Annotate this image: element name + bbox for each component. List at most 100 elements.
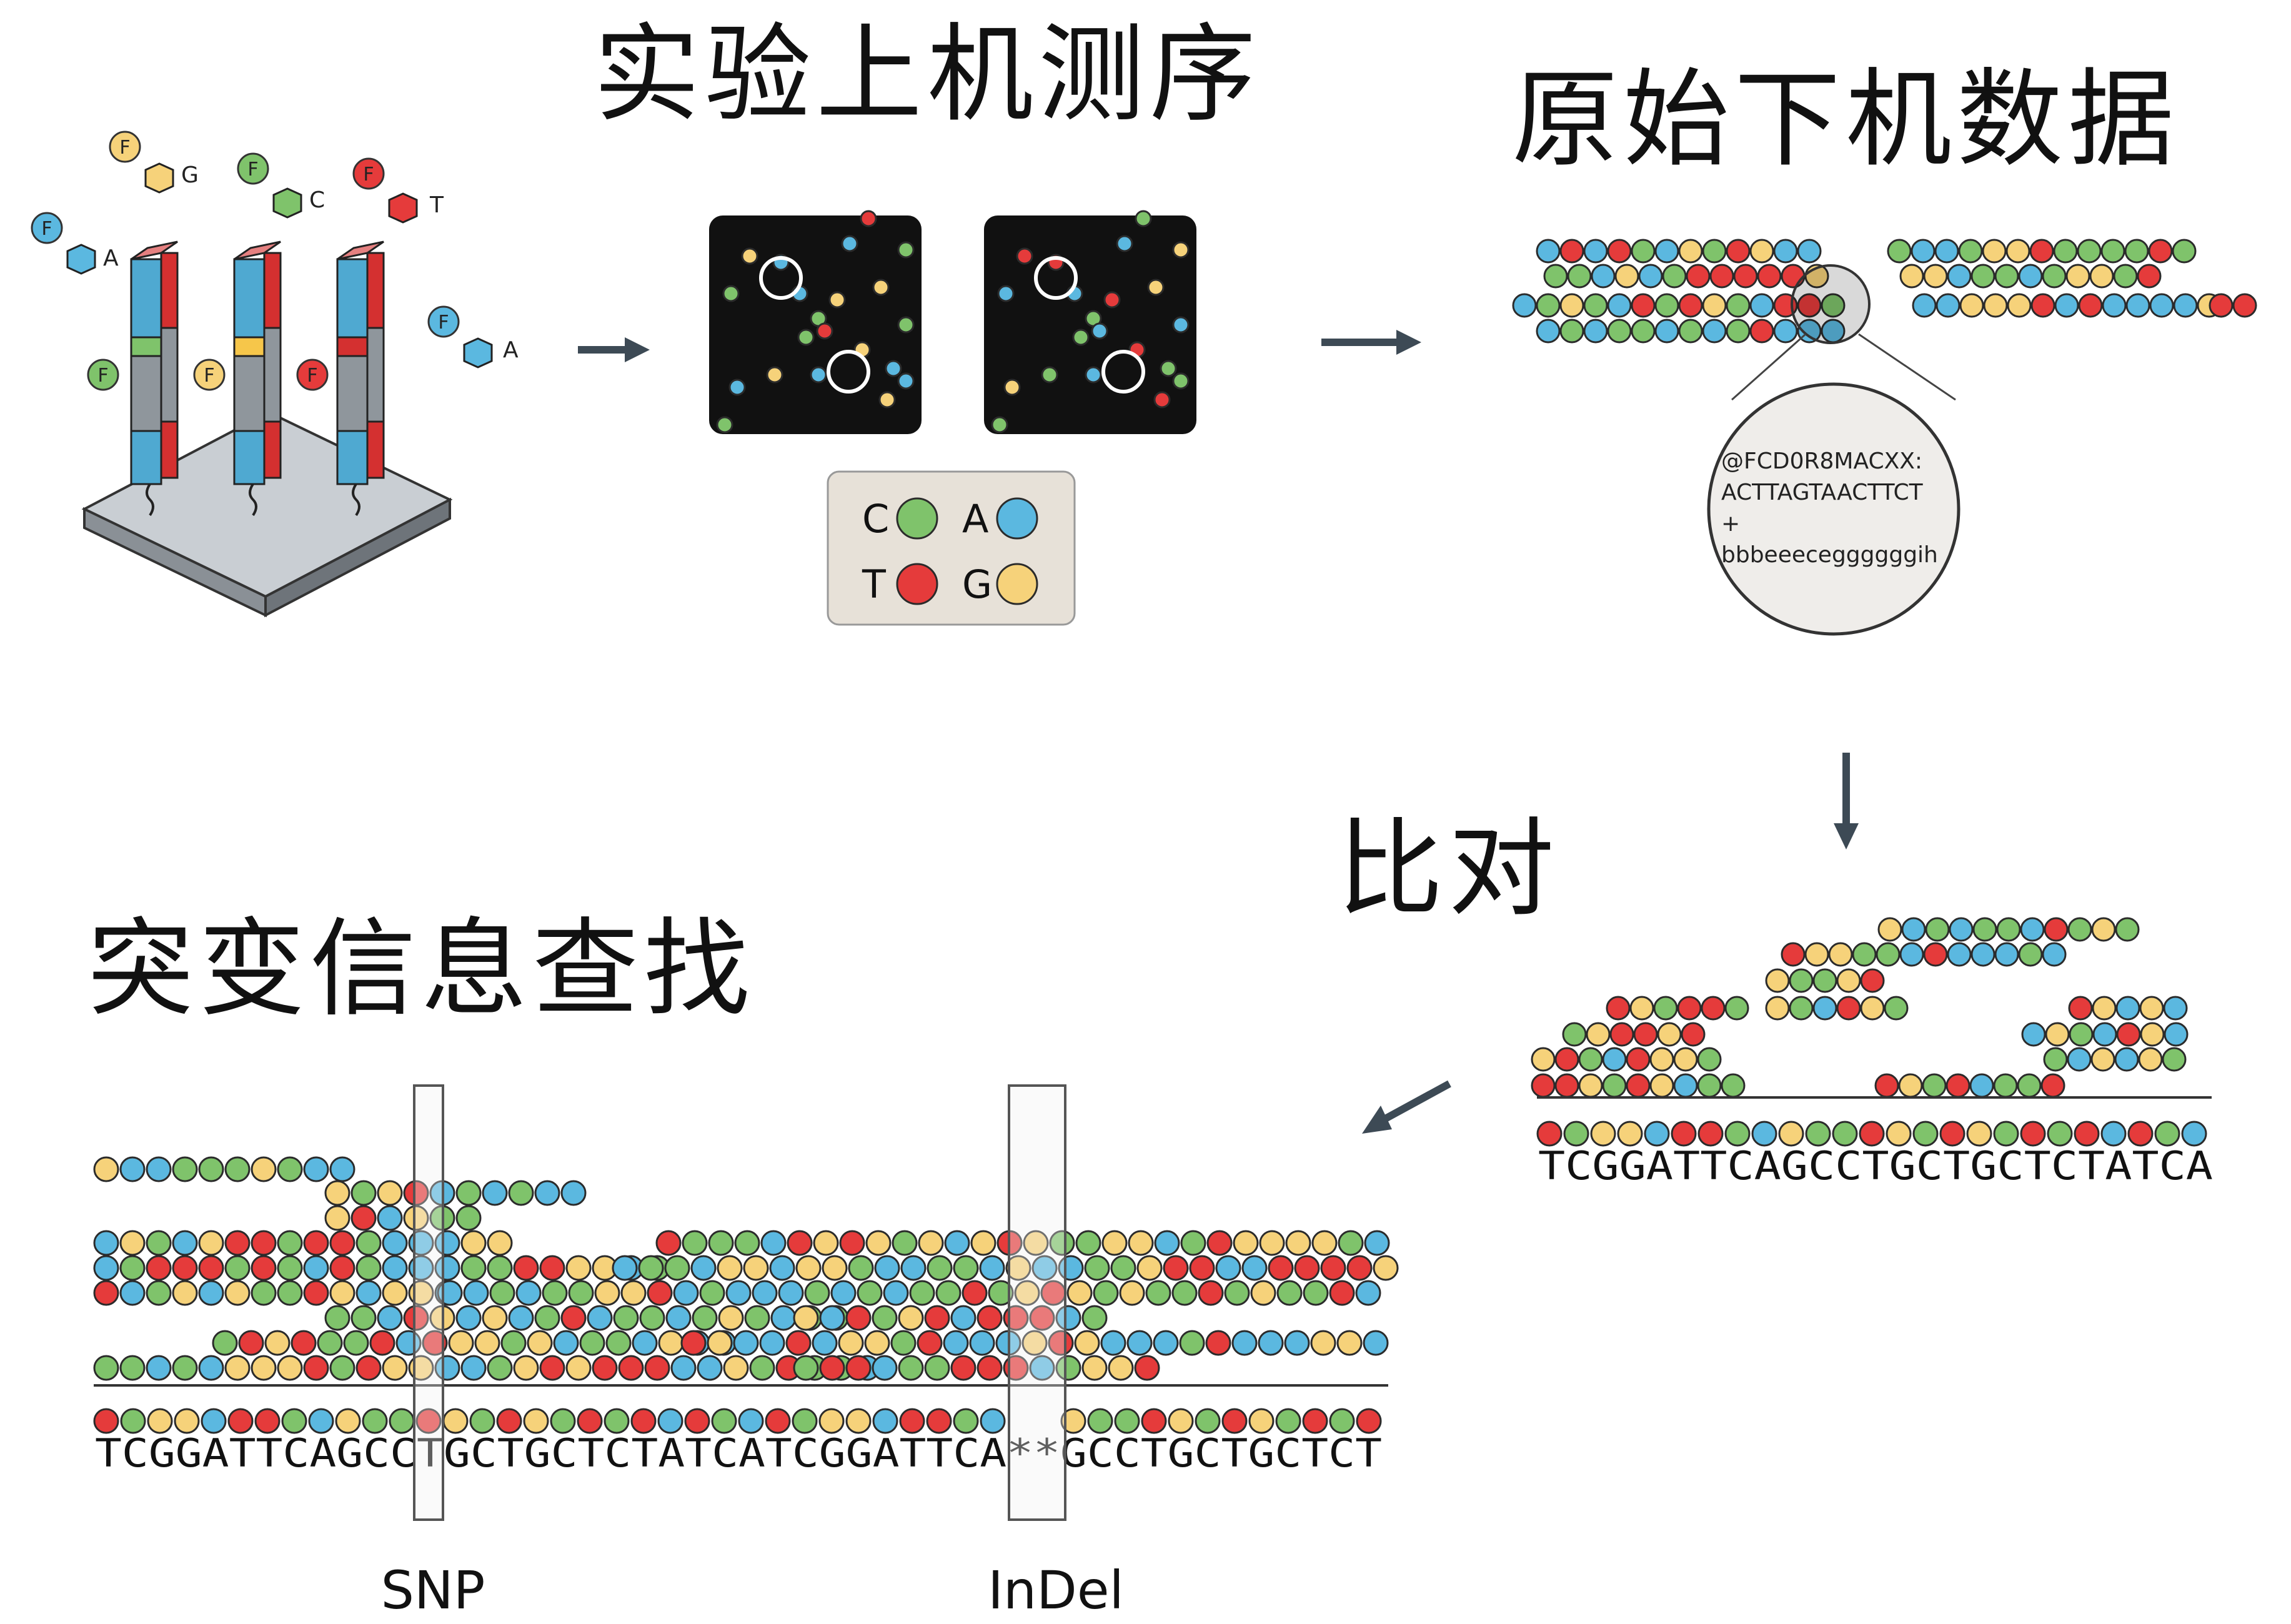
- nucleotide-T: [1626, 1073, 1651, 1098]
- nucleotide-G: [1614, 264, 1639, 289]
- nucleotide-G: [1899, 264, 1924, 289]
- base-color-legend: C A T G: [827, 470, 1076, 626]
- nucleotide-G: [565, 1255, 592, 1281]
- nucleotide-T: [1141, 1408, 1167, 1434]
- nucleotide-T: [1554, 1073, 1579, 1098]
- nucleotide-G: [1005, 1255, 1031, 1281]
- nucleotide-A: [657, 1408, 683, 1434]
- nucleotide-C: [1563, 1121, 1589, 1147]
- nucleotide-G: [1617, 1121, 1643, 1147]
- nucleotide-G: [1966, 1121, 1992, 1147]
- nucleotide-T: [1198, 1280, 1224, 1306]
- nucleotide-A: [1031, 1255, 1058, 1281]
- nucleotide-A: [119, 1156, 146, 1182]
- nucleotide-T: [403, 1305, 429, 1331]
- legend-swatch-G: [996, 563, 1038, 605]
- nucleotide-letter: G: [181, 162, 199, 188]
- nucleotide-A: [1284, 1330, 1310, 1356]
- nucleotide-C: [1912, 1121, 1939, 1147]
- nucleotide-C: [550, 1408, 576, 1434]
- nucleotide-A: [1116, 235, 1133, 252]
- legend-swatch-C: [896, 497, 938, 540]
- nucleotide-T: [172, 1255, 198, 1281]
- nucleotide-C: [251, 1280, 277, 1306]
- nucleotide-A: [969, 1330, 995, 1356]
- nucleotide-C: [1275, 1408, 1301, 1434]
- nucleotide-G: [1147, 279, 1165, 296]
- nucleotide-C: [2043, 1047, 2068, 1072]
- nucleotide-T: [251, 1255, 277, 1281]
- nucleotide-T: [2078, 293, 2103, 318]
- fastq-magnifier: [1707, 382, 1961, 636]
- nucleotide-T: [1797, 293, 1822, 318]
- nucleotide-C: [1925, 917, 1950, 942]
- nucleotide-A: [1912, 293, 1937, 318]
- nucleotide-C: [1171, 1280, 1198, 1306]
- indel-label: InDel: [988, 1560, 1124, 1621]
- nucleotide-G: [1060, 1408, 1086, 1434]
- title-alignment: 比对: [1337, 808, 1559, 931]
- fastq-line-3: +: [1721, 511, 1740, 537]
- nucleotide-C: [277, 1255, 303, 1281]
- nucleotide-T: [146, 1255, 172, 1281]
- nucleotide-A: [482, 1180, 508, 1206]
- nucleotide-T: [845, 1355, 872, 1381]
- nucleotide-G: [1373, 1255, 1399, 1281]
- nucleotide-G: [1074, 1330, 1100, 1356]
- nucleotide-A: [146, 1355, 172, 1381]
- nucleotide-C: [1832, 1121, 1858, 1147]
- nucleotide-A: [1536, 239, 1561, 264]
- nucleotide-T: [1606, 996, 1631, 1021]
- nucleotide-G: [329, 1280, 355, 1306]
- nucleotide-C: [1724, 996, 1749, 1021]
- nucleotide-T: [1206, 1230, 1233, 1256]
- nucleotide-G: [1886, 1121, 1912, 1147]
- nucleotide-C: [1993, 1121, 2019, 1147]
- nucleotide-A: [2173, 293, 2198, 318]
- nucleotide-C: [897, 241, 915, 259]
- labeled-nucleotide-G: FG: [109, 131, 199, 194]
- nucleotide-C: [613, 1305, 639, 1331]
- nucleotide-G: [1233, 1230, 1259, 1256]
- nucleotide-G: [527, 1330, 553, 1356]
- nucleotide-C: [224, 1156, 251, 1182]
- nucleotide-G: [1168, 1408, 1194, 1434]
- nucleotide-G: [795, 1255, 822, 1281]
- nucleotide-C: [1578, 1047, 1603, 1072]
- nucleotide-C: [909, 1280, 935, 1306]
- nucleotide-G: [970, 1230, 996, 1256]
- fastq-line-1: @FCD0R8MACXX:: [1721, 448, 1922, 474]
- nucleotide-C: [1697, 1047, 1722, 1072]
- nucleotide-C: [1041, 366, 1058, 384]
- highlighted-cluster: [759, 256, 803, 300]
- nucleotide-T: [1836, 996, 1861, 1021]
- nucleotide-G: [1136, 1255, 1163, 1281]
- nucleotide-A: [93, 1230, 119, 1256]
- nucleotide-A: [1751, 1121, 1777, 1147]
- nucleotide-A: [979, 1255, 1005, 1281]
- nucleotide-T: [1633, 1022, 1658, 1047]
- nucleotide-T: [1356, 1408, 1382, 1434]
- nucleotide-T: [684, 1408, 710, 1434]
- nucleotide-letter: A: [103, 245, 119, 271]
- nucleotide-T: [1726, 239, 1751, 264]
- nucleotide-A: [665, 1305, 692, 1331]
- nucleotide-T: [1859, 1121, 1885, 1147]
- nucleotide-G: [277, 1355, 303, 1381]
- nucleotide-G: [174, 1408, 200, 1434]
- nucleotide-C: [953, 1408, 979, 1434]
- arrow-to-imaging: [578, 337, 650, 362]
- nucleotide-T: [1757, 264, 1782, 289]
- nucleotide-T: [655, 1230, 682, 1256]
- nucleotide-G: [1629, 996, 1654, 1021]
- nucleotide-A: [434, 1230, 460, 1256]
- nucleotide-letter: A: [503, 337, 519, 363]
- nucleotide-G: [813, 1230, 839, 1256]
- nucleotide-G: [324, 1205, 350, 1231]
- nucleotide-A: [1654, 239, 1679, 264]
- nucleotide-T: [1531, 1073, 1556, 1098]
- nucleotide-G: [1336, 1330, 1363, 1356]
- nucleotide-A: [1536, 319, 1561, 344]
- nucleotide-A: [778, 1280, 804, 1306]
- arrow-to-raw-data: [1321, 330, 1421, 355]
